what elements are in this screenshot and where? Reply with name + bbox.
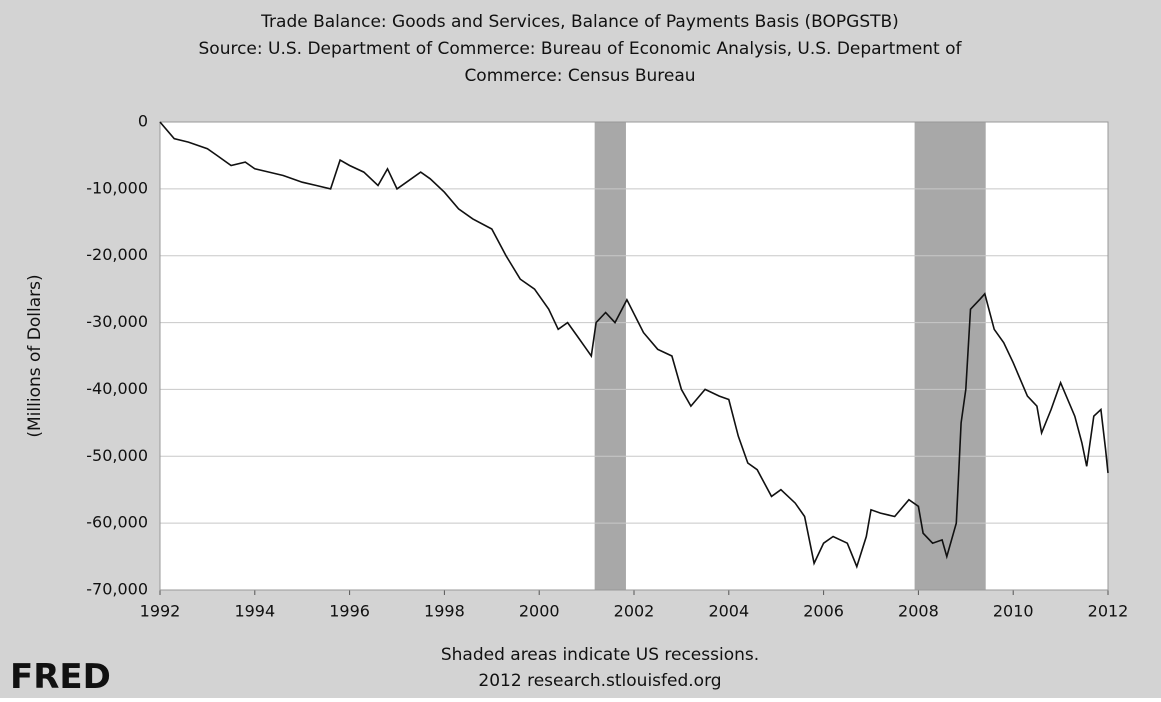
footnote: Shaded areas indicate US recessions.: [441, 645, 759, 665]
y-tick-label: -40,000: [86, 379, 148, 398]
x-tick-label: 1994: [234, 602, 275, 621]
x-tick-label: 2010: [993, 602, 1034, 621]
chart-subtitle: Source: U.S. Department of Commerce: Bur…: [199, 39, 963, 59]
x-tick-label: 2000: [519, 602, 560, 621]
y-axis-label: (Millions of Dollars): [25, 274, 45, 437]
chart-subtitle: Commerce: Census Bureau: [464, 66, 695, 86]
y-tick-label: -20,000: [86, 245, 148, 264]
x-tick-label: 2002: [614, 602, 655, 621]
x-tick-label: 1996: [329, 602, 370, 621]
x-tick-label: 1992: [140, 602, 181, 621]
y-tick-label: -70,000: [86, 580, 148, 599]
y-tick-label: -50,000: [86, 446, 148, 465]
y-tick-label: -60,000: [86, 513, 148, 532]
logo: FRED: [10, 657, 111, 697]
x-tick-label: 2012: [1088, 602, 1129, 621]
x-tick-label: 2006: [803, 602, 844, 621]
x-tick-label: 1998: [424, 602, 465, 621]
footnote: 2012 research.stlouisfed.org: [478, 671, 721, 691]
x-tick-label: 2004: [708, 602, 749, 621]
y-tick-label: -10,000: [86, 178, 148, 197]
x-tick-label: 2008: [898, 602, 939, 621]
y-tick-label: 0: [138, 112, 148, 131]
recession-band: [594, 122, 626, 590]
recession-band: [914, 122, 986, 590]
chart-title: Trade Balance: Goods and Services, Balan…: [260, 12, 899, 32]
plot-border: [159, 121, 1109, 591]
plot-layer: 0 -10,000 -20,000 -30,000 -40,000 -50,000 -60,…: [86, 112, 1128, 621]
data-line: [159, 121, 1109, 569]
y-tick-label: -30,000: [86, 312, 148, 331]
